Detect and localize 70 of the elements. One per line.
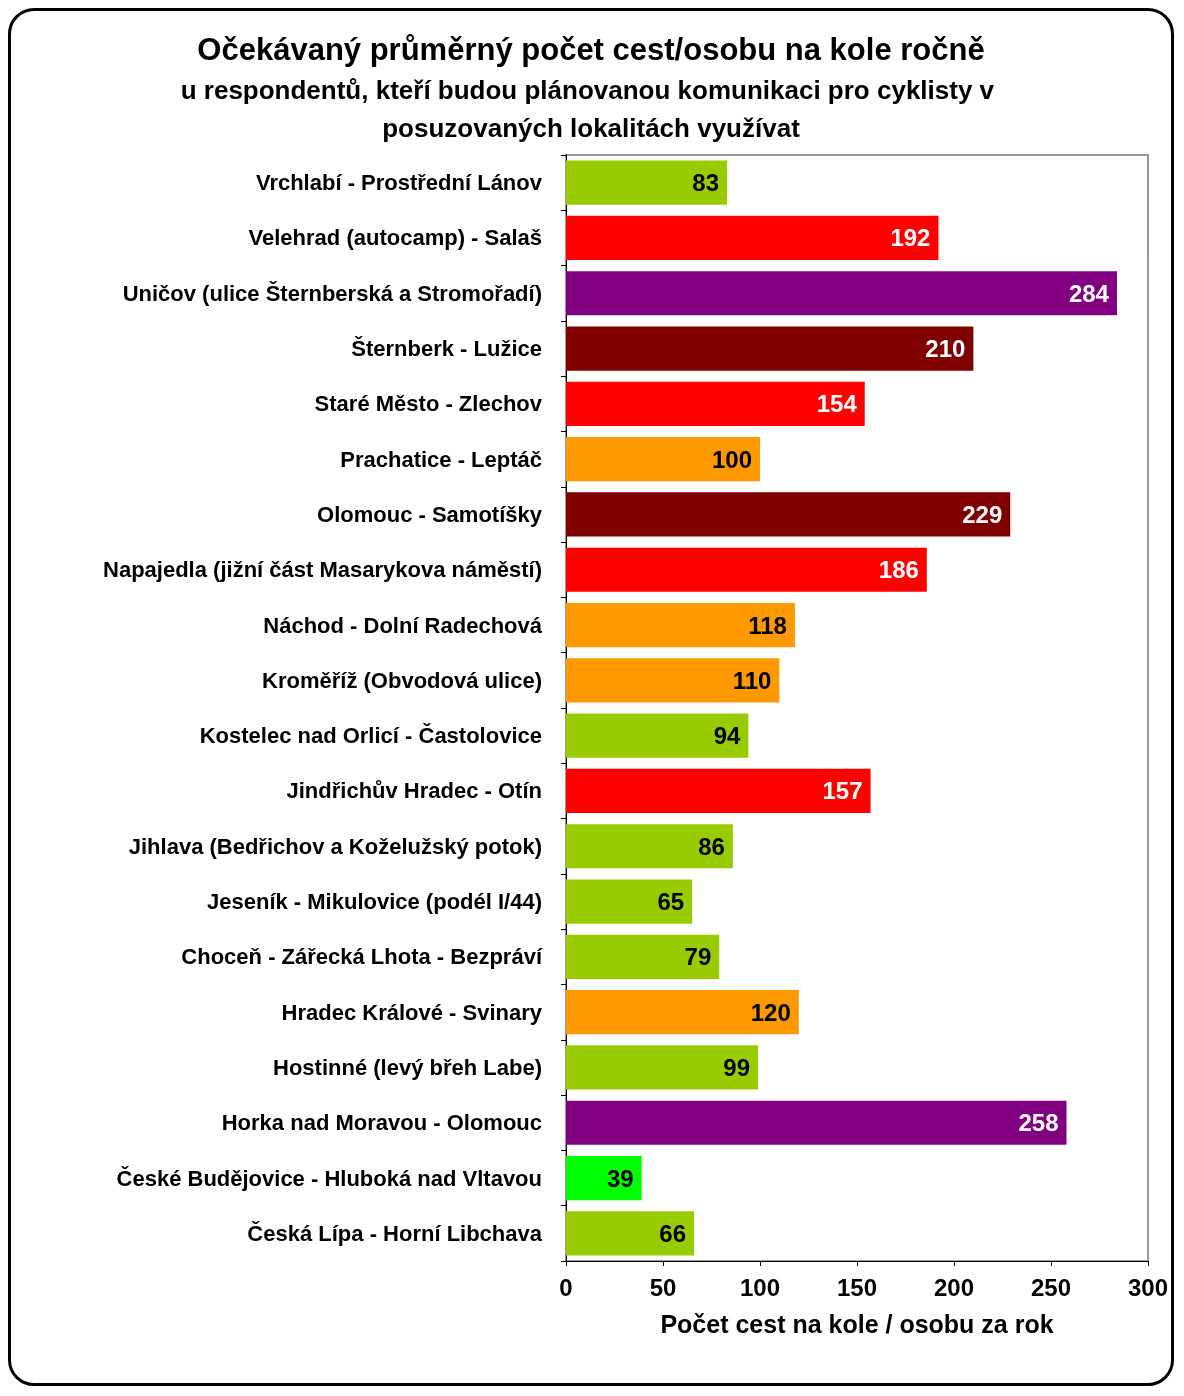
bar <box>566 1155 642 1201</box>
y-tick-label: Hostinné (levý břeh Labe) <box>273 1054 542 1080</box>
bar <box>566 658 780 703</box>
data-label: 110 <box>732 666 772 694</box>
x-tick-label: 300 <box>1127 1273 1168 1301</box>
data-label: 192 <box>890 224 931 252</box>
bar <box>566 768 871 814</box>
data-label: 186 <box>878 556 919 584</box>
bar <box>566 602 795 648</box>
chart-title: Očekávaný průměrný počet cest/osobu na kole ročně <box>197 32 985 67</box>
y-tick-label: Jihlava (Bedřichov a Koželužský potok) <box>128 833 542 859</box>
bar <box>566 990 799 1035</box>
x-tick-label: 250 <box>1030 1273 1072 1301</box>
y-tick-label: Napajedla (jižní část Masarykova náměstí) <box>103 557 542 583</box>
data-label: 120 <box>750 998 791 1026</box>
bar <box>566 934 720 979</box>
y-tick-label: Česká Lípa - Horní Libchava <box>247 1220 543 1246</box>
bar <box>566 492 1011 537</box>
data-label: 118 <box>748 611 787 639</box>
data-label: 100 <box>711 445 752 473</box>
data-label: 86 <box>698 832 725 860</box>
data-label: 66 <box>659 1219 687 1247</box>
data-label: 210 <box>925 335 966 363</box>
x-tick-label: 100 <box>739 1273 781 1301</box>
y-tick-label: České Budějovice - Hluboká nad Vltavou <box>116 1165 542 1191</box>
y-tick-label: Olomouc - Samotíšky <box>317 501 543 527</box>
bar <box>566 824 733 869</box>
data-label: 157 <box>822 777 863 805</box>
y-tick-label: Horka nad Moravou - Olomouc <box>221 1110 542 1136</box>
data-label: 83 <box>692 169 720 197</box>
x-axis-title: Počet cest na kole / osobu za rok <box>660 1309 1054 1338</box>
y-tick-label: Prachatice - Leptáč <box>340 446 542 472</box>
data-label: 229 <box>962 500 1003 528</box>
bar <box>566 713 749 758</box>
y-tick-label: Velehrad (autocamp) - Salaš <box>248 225 542 251</box>
x-tick-label: 50 <box>649 1273 677 1301</box>
x-tick-label: 200 <box>933 1273 975 1301</box>
data-label: 65 <box>657 888 685 916</box>
bar <box>566 879 693 924</box>
bar <box>566 271 1117 316</box>
data-label: 99 <box>723 1053 751 1081</box>
y-tick-label: Jeseník - Mikulovice (podél I/44) <box>207 889 542 915</box>
data-label: 284 <box>1068 279 1110 307</box>
x-tick-label: 0 <box>559 1273 573 1301</box>
y-tick-label: Vrchlabí - Prostřední Lánov <box>255 170 543 196</box>
bar <box>566 437 760 482</box>
data-label: 39 <box>606 1164 634 1192</box>
y-tick-label: Uničov (ulice Šternberská a Stromořadí) <box>122 280 542 306</box>
y-tick-label: Staré Město - Zlechov <box>314 391 543 417</box>
bar <box>566 326 974 371</box>
x-tick-label: 150 <box>836 1273 878 1301</box>
data-label: 154 <box>816 390 858 418</box>
y-tick-label: Choceň - Zářecká Lhota - Bezpráví <box>181 944 543 970</box>
y-tick-label: Hradec Králové - Svinary <box>281 999 543 1025</box>
bar <box>566 1100 1067 1145</box>
y-tick-label: Náchod - Dolní Radechová <box>263 612 543 638</box>
bar <box>566 547 927 592</box>
y-tick-label: Jindřichův Hradec - Otín <box>286 778 542 804</box>
y-tick-label: Kostelec nad Orlicí - Častolovice <box>199 723 542 749</box>
y-tick-label: Šternberk - Lužice <box>351 336 542 362</box>
bar <box>566 215 939 261</box>
bar <box>566 160 728 205</box>
y-tick-label: Kroměříž (Obvodová ulice) <box>262 667 542 693</box>
data-label: 79 <box>684 943 712 971</box>
bar <box>566 1211 695 1256</box>
bar <box>566 381 865 426</box>
data-label: 94 <box>713 722 741 750</box>
bar <box>566 1045 759 1090</box>
chart-subtitle: u respondentů, kteří budou plánovanou komunikaci pro cyklisty v posuzovaných lokalitách využívat <box>180 75 1002 143</box>
data-label: 258 <box>1018 1109 1059 1137</box>
